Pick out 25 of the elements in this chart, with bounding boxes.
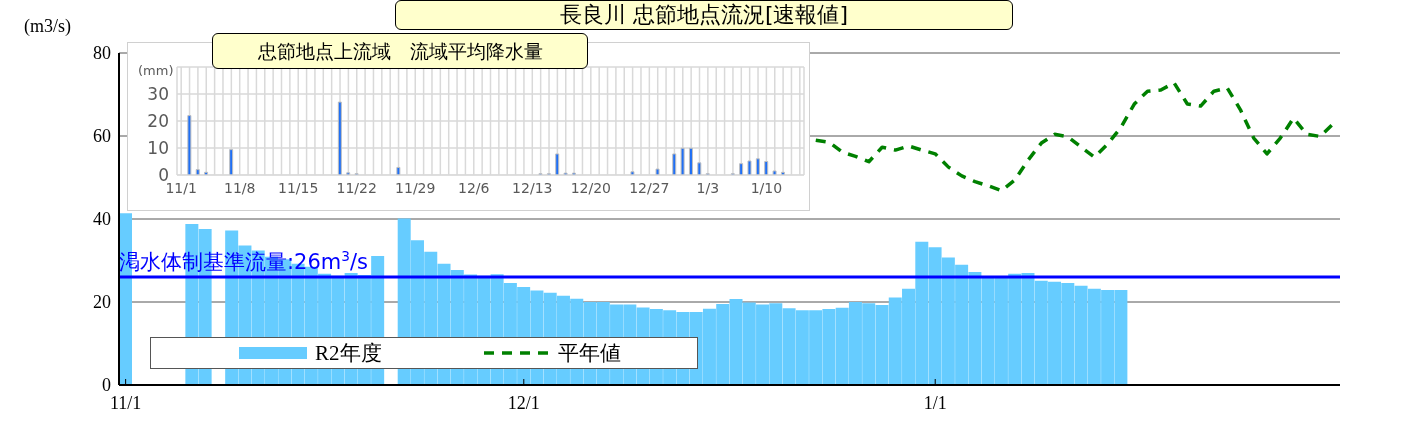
y-tick-label: 0 [102, 375, 111, 396]
x-tick-label: 12/13 [512, 179, 553, 196]
x-tick-label: 11/8 [223, 179, 256, 196]
y-tick-label: 30 [147, 84, 169, 105]
y-tick-label: 10 [147, 138, 169, 159]
y-tick-label: 40 [93, 209, 111, 230]
x-tick-label: 1/1 [923, 393, 947, 413]
x-tick-label: 12/1 [507, 393, 540, 413]
y-tick-label: 60 [93, 126, 111, 147]
legend-label: R2年度 [315, 340, 382, 367]
x-tick-label: 11/15 [278, 179, 319, 196]
x-tick-label: 12/20 [570, 179, 611, 196]
legend-label: 平年値 [557, 340, 621, 367]
y-axis-title: (mm) [138, 63, 174, 78]
x-tick-label: 1/3 [696, 179, 720, 196]
y-tick-label: 20 [147, 111, 169, 132]
x-tick-label: 11/1 [109, 393, 142, 413]
x-tick-label: 11/29 [395, 179, 436, 196]
y-tick-label: 80 [93, 43, 111, 64]
x-tick-label: 12/6 [458, 179, 490, 196]
y-tick-label: 20 [93, 292, 111, 313]
x-tick-label: 12/27 [629, 179, 670, 196]
x-tick-label: 1/10 [750, 179, 783, 196]
y-axis-title: (m3/s) [24, 16, 71, 37]
x-tick-label: 11/22 [336, 179, 377, 196]
